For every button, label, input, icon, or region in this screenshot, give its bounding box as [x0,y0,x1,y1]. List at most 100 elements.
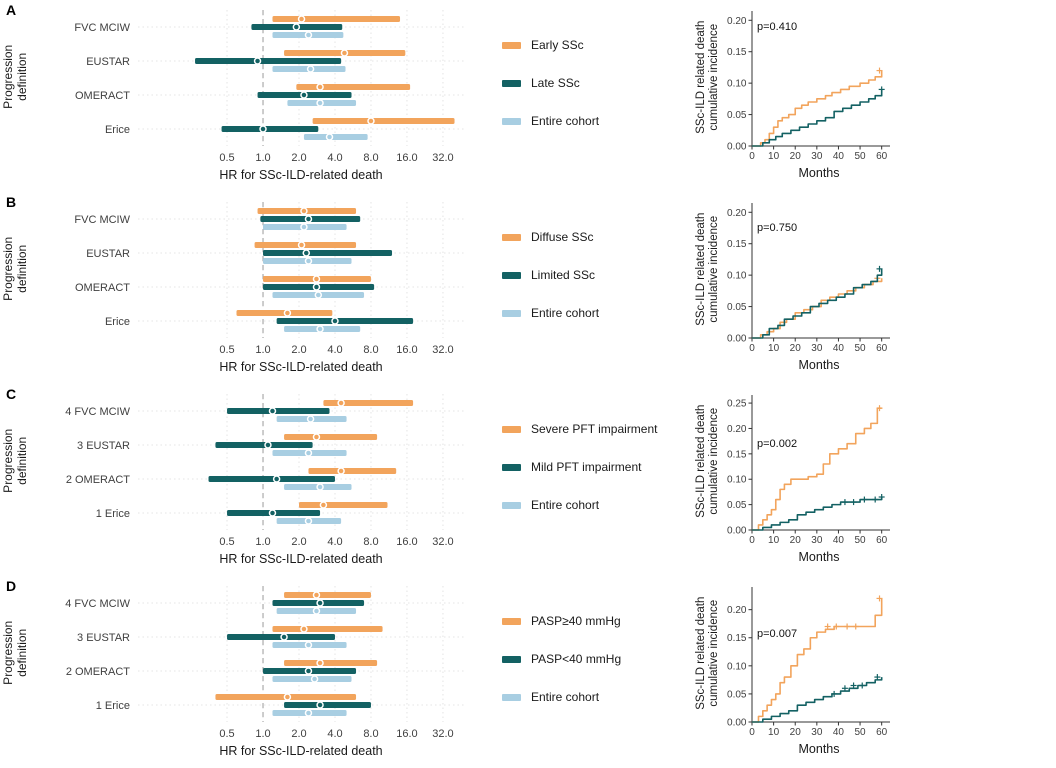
svg-text:50: 50 [855,535,867,546]
cuminc-y-axis-label: SSc-ILD related death cumulative inciden… [694,20,720,134]
svg-text:0.20: 0.20 [727,16,747,27]
svg-text:40: 40 [833,343,845,354]
svg-text:2 OMERACT: 2 OMERACT [66,474,130,486]
svg-text:20: 20 [790,535,802,546]
cuminc-y-axis-label: SSc-ILD related death cumulative inciden… [694,404,720,518]
svg-text:4.0: 4.0 [327,344,342,356]
legend-swatch [502,501,521,509]
svg-text:p=0.002: p=0.002 [757,438,797,450]
legend: Severe PFT impairment Mild PFT impairmen… [502,384,698,576]
svg-text:0.5: 0.5 [219,344,234,356]
legend-label: Mild PFT impairment [531,460,642,474]
legend-label: Diffuse SSc [531,230,594,244]
svg-text:OMERACT: OMERACT [75,90,130,102]
svg-text:16.0: 16.0 [396,344,417,356]
legend-label: Entire cohort [531,690,600,704]
svg-text:30: 30 [811,535,823,546]
svg-text:0.10: 0.10 [727,661,747,672]
svg-text:60: 60 [876,343,888,354]
forest-y-axis-label: Progression definition [1,620,29,685]
svg-text:0: 0 [749,343,755,354]
svg-text:Erice: Erice [105,124,130,136]
cumulative-incidence-plot: 0 10 20 30 40 50 60 0.00 0.05 0.10 0.15 0.20 p=0.007… [727,587,890,756]
svg-text:40: 40 [833,151,845,162]
svg-text:EUSTAR: EUSTAR [86,248,130,260]
legend: Early SSc Late SSc Entire cohort [502,0,698,192]
legend-swatch [502,233,521,241]
svg-text:4.0: 4.0 [327,728,342,740]
legend-item: Entire cohort [502,114,698,128]
svg-text:1.0: 1.0 [255,344,270,356]
svg-text:40: 40 [833,727,845,738]
svg-text:60: 60 [876,151,888,162]
svg-text:0.00: 0.00 [727,334,747,345]
legend-item: Entire cohort [502,306,698,320]
forest-y-axis-label: Progression definition [1,44,29,109]
panel-C: C Progression definition 4 FVC MCIW 3 EUS… [0,384,1056,576]
svg-text:30: 30 [811,343,823,354]
svg-text:Erice: Erice [105,316,130,328]
svg-text:0.05: 0.05 [727,689,747,700]
legend-item: PASP≥40 mmHg [502,614,698,628]
forest-plot: 4 FVC MCIW 3 EUSTAR 2 OMERACT 1 Erice 0.5 1.0… [65,394,464,566]
cumulative-incidence-section: SSc-ILD related death cumulative inciden… [694,192,948,384]
legend-swatch [502,693,521,701]
legend-swatch [502,79,521,87]
svg-text:3 EUSTAR: 3 EUSTAR [77,440,130,452]
svg-text:0.15: 0.15 [727,47,747,58]
svg-text:0.05: 0.05 [727,110,747,121]
legend-label: Limited SSc [531,268,596,282]
forest-section: C Progression definition 4 FVC MCIW 3 EUS… [0,384,478,576]
svg-text:4 FVC MCIW: 4 FVC MCIW [65,598,130,610]
svg-text:0.05: 0.05 [727,500,747,511]
svg-text:32.0: 32.0 [432,152,453,164]
legend-swatch [502,463,521,471]
svg-text:p=0.410: p=0.410 [757,21,797,33]
svg-text:20: 20 [790,727,802,738]
svg-text:0.5: 0.5 [219,728,234,740]
svg-text:1.0: 1.0 [255,536,270,548]
svg-text:50: 50 [855,151,867,162]
forest-section: B Progression definition FVC MCIW EUSTAR O… [0,192,478,384]
svg-text:HR for SSc-ILD-related death: HR for SSc-ILD-related death [219,552,382,566]
svg-text:2.0: 2.0 [291,728,306,740]
svg-text:0: 0 [749,151,755,162]
svg-text:1 Erice: 1 Erice [96,508,130,520]
svg-text:Months: Months [799,742,840,756]
forest-section: D Progression definition 4 FVC MCIW 3 EUS… [0,576,478,768]
legend-swatch [502,41,521,49]
cumulative-incidence-section: SSc-ILD related death cumulative inciden… [694,0,948,192]
legend-label: Entire cohort [531,114,600,128]
svg-text:0.00: 0.00 [727,142,747,153]
legend-swatch [502,117,521,125]
svg-text:0.10: 0.10 [727,475,747,486]
svg-text:p=0.750: p=0.750 [757,222,797,234]
svg-text:FVC MCIW: FVC MCIW [74,214,130,226]
legend-item: Entire cohort [502,690,698,704]
svg-text:8.0: 8.0 [363,536,378,548]
svg-text:HR for SSc-ILD-related death: HR for SSc-ILD-related death [219,360,382,374]
forest-y-axis-label: Progression definition [1,236,29,301]
svg-text:p=0.007: p=0.007 [757,628,797,640]
svg-text:10: 10 [768,343,780,354]
svg-text:60: 60 [876,727,888,738]
forest-plot: FVC MCIW EUSTAR OMERACT Erice 0.5 1.0 2.0 4.0 8.… [74,10,464,182]
svg-text:0: 0 [749,535,755,546]
panel-A: A Progression definition FVC MCIW EUSTAR O… [0,0,1056,192]
svg-text:2.0: 2.0 [291,152,306,164]
forest-section: A Progression definition FVC MCIW EUSTAR O… [0,0,478,192]
svg-text:0.00: 0.00 [727,718,747,729]
svg-text:40: 40 [833,535,845,546]
legend-item: Early SSc [502,38,698,52]
svg-text:0.25: 0.25 [727,399,747,410]
svg-text:0.10: 0.10 [727,271,747,282]
svg-text:0.5: 0.5 [219,536,234,548]
svg-text:20: 20 [790,151,802,162]
svg-text:0.20: 0.20 [727,208,747,219]
cuminc-y-axis-label: SSc-ILD related death cumulative inciden… [694,212,720,326]
legend-swatch [502,271,521,279]
svg-text:Months: Months [799,358,840,372]
svg-text:0.20: 0.20 [727,424,747,435]
svg-text:30: 30 [811,727,823,738]
